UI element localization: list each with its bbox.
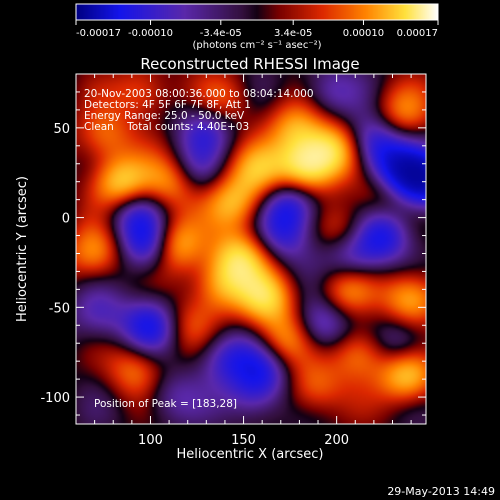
colorbar-tick-label: 0.00017 (397, 28, 438, 39)
colorbar-tick-label: -0.00010 (128, 28, 173, 39)
x-axis-label: Heliocentric X (arcsec) (177, 447, 324, 462)
y-tick-label: -100 (40, 391, 70, 406)
annotation-peak-position: Position of Peak = [183,28] (94, 398, 237, 410)
x-tick-label: 200 (324, 433, 349, 448)
annotation-time-range: 20-Nov-2003 08:00:36.000 to 08:04:14.000 (84, 88, 314, 100)
colorbar-gradient (76, 4, 438, 20)
annotation-clean: Clean Total counts: 4.40E+03 (84, 121, 249, 133)
colorbar-tick-label: -0.00017 (76, 28, 121, 39)
annotation-detectors: Detectors: 4F 5F 6F 7F 8F, Att 1 (84, 99, 251, 111)
colorbar-unit-label: (photons cm⁻² s⁻¹ asec⁻²) (192, 40, 321, 51)
y-axis-label: Heliocentric Y (arcsec) (15, 176, 30, 322)
colorbar-tick-label: 3.4e-05 (274, 28, 312, 39)
x-tick-label: 150 (231, 433, 256, 448)
axis-ticks: 100 150 200 -100 -50 0 50 (40, 73, 426, 448)
y-tick-label: 0 (62, 212, 70, 227)
x-tick-label: 100 (138, 433, 163, 448)
y-tick-label: -50 (49, 301, 70, 316)
colorbar-tick-label: -3.4e-05 (200, 28, 242, 39)
y-tick-label: 50 (53, 122, 70, 137)
colorbar-tick-label: 0.00010 (343, 28, 384, 39)
plot-frame (75, 73, 427, 425)
chart-title: Reconstructed RHESSI Image (140, 55, 359, 73)
colorbar-ticks: -0.00017 -0.00010 -3.4e-05 3.4e-05 0.00010 0.… (75, 20, 439, 39)
heatmap-image (76, 74, 426, 424)
footer-timestamp: 29-May-2013 14:49 (387, 485, 495, 498)
colorbar-frame (75, 3, 439, 21)
annotation-energy-range: Energy Range: 25.0 - 50.0 keV (84, 110, 245, 122)
